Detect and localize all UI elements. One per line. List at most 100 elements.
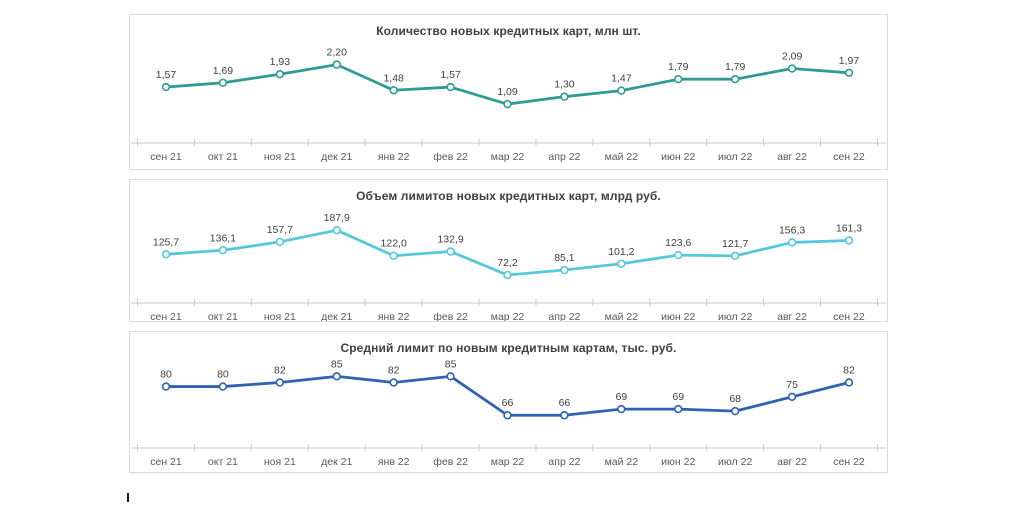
- data-point-marker: [389, 251, 398, 260]
- data-label: 1,93: [270, 56, 291, 68]
- charts-stack: Количество новых кредитных карт, млн шт.…: [129, 14, 888, 473]
- data-label: 101,2: [608, 246, 634, 258]
- data-point-marker: [787, 64, 797, 73]
- x-axis-label: мар 22: [491, 456, 525, 468]
- data-point-marker: [389, 378, 398, 387]
- x-axis-label: июн 22: [661, 311, 695, 321]
- data-point-marker: [844, 236, 854, 245]
- x-axis-label: ноя 21: [264, 151, 296, 163]
- data-point-marker: [503, 99, 512, 109]
- line-chart-average-limit: 80 сен 21 80 окт 21 82 ноя 21 85 дек 21 82 янв 22…: [131, 358, 886, 468]
- chart-panel-limits-volume: Объем лимитов новых кредитных карт, млрд…: [129, 179, 888, 322]
- chart-title: Средний лимит по новым кредитным картам,…: [340, 341, 677, 355]
- data-label: 75: [786, 379, 798, 391]
- chart-panel-new-cards-count: Количество новых кредитных карт, млн шт.…: [129, 14, 888, 170]
- x-axis-label: май 22: [605, 311, 639, 321]
- data-point-marker: [332, 225, 341, 235]
- data-label: 1,57: [440, 69, 461, 81]
- data-label: 132,9: [437, 234, 463, 246]
- x-axis-label: сен 22: [833, 456, 865, 468]
- data-point-marker: [560, 92, 569, 101]
- data-point-marker: [787, 238, 797, 247]
- data-point-marker: [446, 82, 455, 92]
- x-axis-label: авг 22: [777, 311, 807, 321]
- data-label: 1,97: [839, 55, 860, 67]
- data-point-marker: [275, 70, 285, 79]
- line-chart-new-cards-count: 1,57 сен 21 1,69 окт 21 1,93 ноя 21 2,20 дек 21…: [131, 47, 886, 163]
- x-axis-label: апр 22: [548, 456, 580, 468]
- data-point-marker: [218, 382, 228, 391]
- x-axis-label: окт 21: [208, 456, 238, 468]
- data-label: 82: [843, 364, 855, 376]
- data-point-marker: [446, 372, 455, 381]
- data-point-marker: [275, 237, 285, 247]
- data-label: 123,6: [665, 237, 691, 249]
- data-point-marker: [218, 246, 228, 255]
- x-axis-label: сен 22: [833, 151, 865, 163]
- data-label: 122,0: [381, 238, 407, 250]
- data-point-marker: [617, 259, 626, 268]
- data-label: 1,69: [213, 65, 234, 77]
- data-point-marker: [389, 86, 398, 95]
- chart-title: Количество новых кредитных карт, млн шт.: [376, 24, 641, 38]
- line-chart-limits-volume: 125,7 сен 21 136,1 окт 21 157,7 ноя 21 187,9 де…: [131, 212, 886, 321]
- data-point-marker: [844, 68, 854, 77]
- data-point-marker: [674, 250, 683, 260]
- x-axis-label: дек 21: [321, 456, 352, 468]
- x-axis-label: апр 22: [548, 151, 580, 163]
- data-label: 1,30: [554, 79, 575, 91]
- data-label: 1,47: [611, 73, 632, 85]
- data-point-marker: [674, 404, 683, 414]
- data-label: 1,57: [156, 69, 177, 81]
- x-axis-label: мар 22: [491, 311, 525, 321]
- x-axis-label: май 22: [605, 151, 639, 163]
- data-point-marker: [503, 411, 512, 420]
- text-cursor-artifact: [127, 493, 129, 502]
- data-label: 80: [160, 369, 172, 381]
- x-axis-label: июл 22: [718, 151, 752, 163]
- x-axis-label: авг 22: [777, 151, 807, 163]
- data-point-marker: [617, 86, 626, 95]
- data-point-marker: [730, 406, 740, 416]
- data-point-marker: [560, 265, 569, 275]
- data-point-marker: [161, 382, 171, 391]
- data-label: 85,1: [554, 252, 575, 264]
- x-axis-label: ноя 21: [264, 311, 296, 321]
- x-axis-label: авг 22: [777, 456, 807, 468]
- data-label: 85: [445, 358, 457, 370]
- x-axis-label: июл 22: [718, 311, 752, 321]
- data-label: 1,48: [383, 72, 404, 84]
- data-point-marker: [503, 270, 512, 280]
- data-label: 2,20: [327, 47, 348, 59]
- data-label: 85: [331, 358, 343, 370]
- data-label: 121,7: [722, 238, 748, 250]
- data-label: 125,7: [153, 236, 179, 248]
- x-axis-label: июн 22: [661, 456, 695, 468]
- data-point-marker: [275, 378, 285, 387]
- data-label: 72,2: [497, 257, 518, 269]
- data-label: 82: [388, 364, 400, 376]
- x-axis-label: сен 22: [833, 311, 865, 321]
- data-label: 66: [559, 397, 571, 409]
- data-point-marker: [844, 378, 854, 387]
- x-axis-label: июн 22: [661, 151, 695, 163]
- x-axis-label: сен 21: [150, 456, 182, 468]
- data-label: 156,3: [779, 224, 805, 236]
- data-label: 66: [502, 397, 514, 409]
- chart-title: Объем лимитов новых кредитных карт, млрд…: [356, 189, 661, 203]
- x-axis-label: янв 22: [378, 311, 410, 321]
- x-axis-label: янв 22: [378, 151, 410, 163]
- data-label: 80: [217, 369, 229, 381]
- data-label: 161,3: [836, 222, 862, 234]
- data-point-marker: [161, 250, 171, 259]
- x-axis-label: фев 22: [433, 151, 468, 163]
- data-point-marker: [161, 82, 171, 92]
- data-label: 1,79: [668, 61, 689, 73]
- x-axis-label: июл 22: [718, 456, 752, 468]
- x-axis-label: дек 21: [321, 151, 352, 163]
- x-axis-label: дек 21: [321, 311, 352, 321]
- data-label: 68: [729, 393, 741, 405]
- data-point-marker: [674, 75, 683, 84]
- data-point-marker: [218, 78, 228, 87]
- x-axis-label: мар 22: [491, 151, 525, 163]
